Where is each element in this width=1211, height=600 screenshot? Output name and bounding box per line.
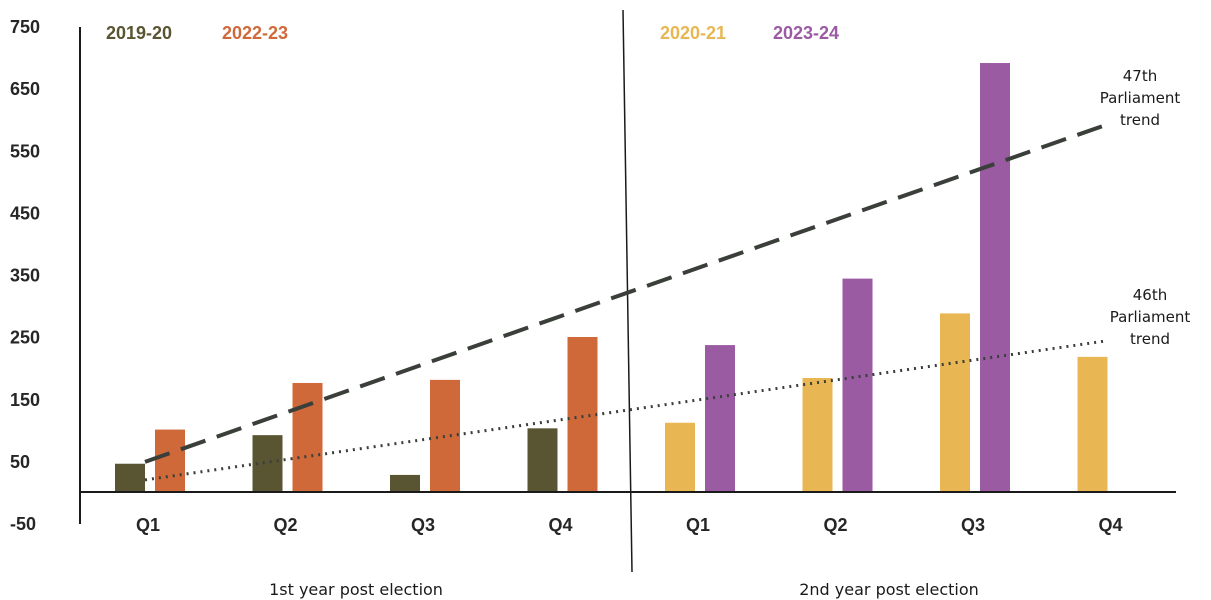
x-tick-label: Q2 bbox=[273, 515, 297, 535]
trendline-label: 47th Parliament trend bbox=[1100, 67, 1181, 129]
bar bbox=[292, 382, 323, 493]
bar bbox=[1077, 356, 1108, 493]
legends: 2019-20 2022-23 2020-21 2023-24 bbox=[106, 23, 839, 43]
y-axis-tick-labels: 750 650 550 450 350 250 150 50 -50 bbox=[10, 17, 40, 534]
section-label: 1st year post election bbox=[269, 580, 443, 599]
x-tick-label: Q3 bbox=[961, 515, 985, 535]
bar bbox=[980, 63, 1010, 493]
bar bbox=[390, 474, 420, 493]
legend-entry: 2019-20 bbox=[106, 23, 172, 43]
bar bbox=[115, 463, 145, 493]
x-tick-label: Q4 bbox=[1098, 515, 1122, 535]
legend-entry: 2023-24 bbox=[773, 23, 839, 43]
x-tick-label: Q1 bbox=[686, 515, 710, 535]
x-tick-label: Q1 bbox=[136, 515, 160, 535]
legend-entry: 2022-23 bbox=[222, 23, 288, 43]
bar bbox=[940, 313, 970, 493]
y-tick-label: 450 bbox=[10, 203, 40, 223]
section-labels: 1st year post election 2nd year post elec… bbox=[269, 580, 979, 599]
section-label: 2nd year post election bbox=[799, 580, 979, 599]
trendline bbox=[144, 122, 1108, 464]
y-tick-label: -50 bbox=[10, 514, 36, 534]
bar bbox=[430, 379, 460, 493]
y-tick-label: 150 bbox=[10, 390, 40, 410]
bars bbox=[115, 63, 1108, 493]
y-tick-label: 650 bbox=[10, 79, 40, 99]
y-tick-label: 750 bbox=[10, 17, 40, 37]
bar bbox=[802, 378, 833, 493]
trendline bbox=[144, 339, 1108, 482]
y-tick-label: 250 bbox=[10, 328, 40, 348]
x-tick-label: Q4 bbox=[548, 515, 572, 535]
bar bbox=[527, 428, 558, 493]
bar bbox=[665, 422, 695, 493]
bar bbox=[155, 429, 185, 493]
bar bbox=[842, 278, 873, 493]
y-tick-label: 550 bbox=[10, 141, 40, 161]
x-tick-label: Q2 bbox=[823, 515, 847, 535]
trendlines bbox=[144, 122, 1108, 482]
bar bbox=[705, 345, 735, 493]
legend-entry: 2020-21 bbox=[660, 23, 726, 43]
trendline-labels: 47th Parliament trend 46th Parliament trend bbox=[1100, 67, 1191, 348]
x-axis-tick-labels: Q1 Q2 Q3 Q4 Q1 Q2 Q3 Q4 bbox=[136, 515, 1123, 535]
y-tick-label: 50 bbox=[10, 452, 30, 472]
trendline-label: 46th Parliament trend bbox=[1110, 286, 1191, 348]
x-tick-label: Q3 bbox=[411, 515, 435, 535]
bar bbox=[567, 337, 598, 493]
y-tick-label: 350 bbox=[10, 266, 40, 286]
